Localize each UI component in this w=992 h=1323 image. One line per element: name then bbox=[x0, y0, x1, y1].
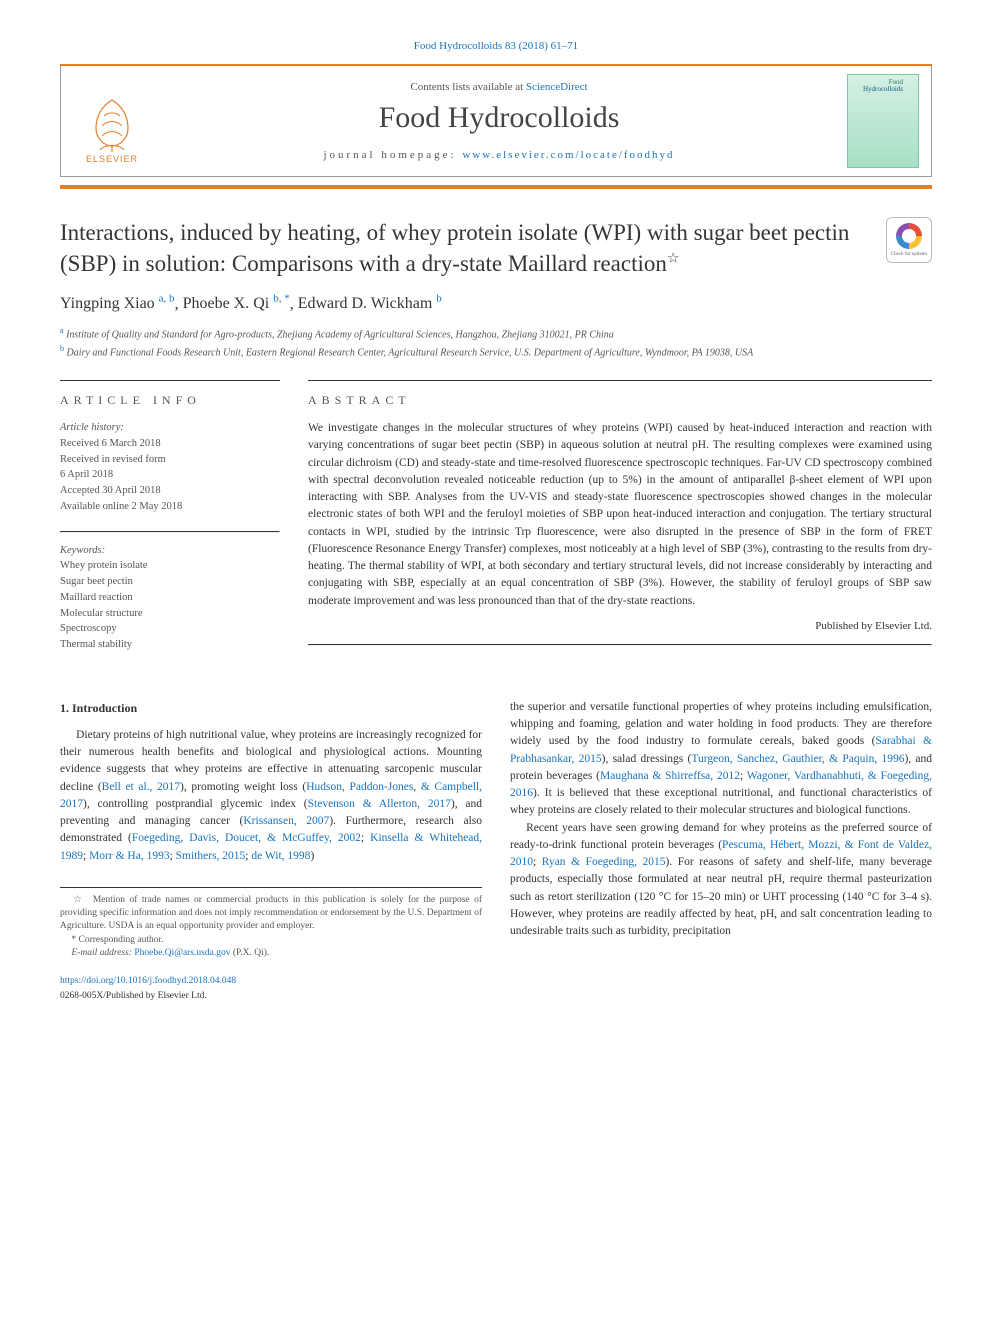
affiliations: a Institute of Quality and Standard for … bbox=[60, 325, 932, 360]
cite-ryan-2015[interactable]: Ryan & Foegeding, 2015 bbox=[542, 856, 666, 868]
body-right-column: the superior and versatile functional pr… bbox=[510, 699, 932, 1003]
article-history: Article history: Received 6 March 2018 R… bbox=[60, 420, 280, 515]
footnotes: ☆ Mention of trade names or commercial p… bbox=[60, 887, 482, 960]
section-1-heading: 1. Introduction bbox=[60, 699, 482, 717]
footnote-star-text: Mention of trade names or commercial pro… bbox=[60, 895, 482, 932]
abstract-column: ABSTRACT We investigate changes in the m… bbox=[308, 380, 932, 669]
cite-bell-2017[interactable]: Bell et al., 2017 bbox=[102, 781, 180, 793]
cite-smithers-2015[interactable]: Smithers, 2015 bbox=[176, 850, 246, 862]
cite-turgeon-1996[interactable]: Turgeon, Sanchez, Gauthier, & Paquin, 19… bbox=[691, 753, 904, 765]
corr-email-link[interactable]: Phoebe.Qi@ars.usda.gov bbox=[134, 948, 230, 958]
abstract-separator bbox=[308, 644, 932, 646]
affiliation-a: Institute of Quality and Standard for Ag… bbox=[66, 330, 614, 341]
contents-line: Contents lists available at ScienceDirec… bbox=[151, 81, 847, 93]
email-after: (P.X. Qi). bbox=[230, 948, 269, 958]
elsevier-tree-icon bbox=[82, 94, 142, 152]
publisher-line: Published by Elsevier Ltd. bbox=[308, 620, 932, 632]
doi-block: https://doi.org/10.1016/j.foodhyd.2018.0… bbox=[60, 974, 482, 1003]
intro-para-1b: the superior and versatile functional pr… bbox=[510, 699, 932, 820]
contents-prefix: Contents lists available at bbox=[410, 81, 525, 93]
article-title: Interactions, induced by heating, of whe… bbox=[60, 217, 870, 279]
cite-dewit-1998[interactable]: de Wit, 1998 bbox=[251, 850, 310, 862]
elsevier-logo: ELSEVIER bbox=[73, 78, 151, 164]
keywords-block: Keywords: Whey protein isolate Sugar bee… bbox=[60, 543, 280, 653]
cite-foegeding-2002[interactable]: Foegeding, Davis, Doucet, & McGuffey, 20… bbox=[132, 832, 361, 844]
author-2: Phoebe X. Qi b, * bbox=[183, 295, 290, 312]
crossmark-label: Check for updates bbox=[891, 252, 927, 257]
cite-stevenson-2017[interactable]: Stevenson & Allerton, 2017 bbox=[308, 798, 451, 810]
homepage-link[interactable]: www.elsevier.com/locate/foodhyd bbox=[462, 149, 674, 161]
sciencedirect-link[interactable]: ScienceDirect bbox=[526, 81, 588, 93]
author-3: Edward D. Wickham b bbox=[298, 295, 442, 312]
cite-krissansen-2007[interactable]: Krissansen, 2007 bbox=[243, 815, 329, 827]
top-citation[interactable]: Food Hydrocolloids 83 (2018) 61–71 bbox=[60, 40, 932, 52]
abstract-label: ABSTRACT bbox=[308, 393, 932, 408]
email-label: E-mail address: bbox=[71, 948, 134, 958]
article-info-label: ARTICLE INFO bbox=[60, 393, 280, 408]
footnote-star: ☆ bbox=[73, 895, 84, 905]
info-separator bbox=[60, 531, 280, 533]
body-columns: 1. Introduction Dietary proteins of high… bbox=[60, 699, 932, 1003]
affiliation-b: Dairy and Functional Foods Research Unit… bbox=[67, 347, 754, 358]
article-info-column: ARTICLE INFO Article history: Received 6… bbox=[60, 380, 280, 669]
cite-maughana-2012[interactable]: Maughana & Shirreffsa, 2012 bbox=[600, 770, 740, 782]
homepage-line: journal homepage: www.elsevier.com/locat… bbox=[151, 149, 847, 161]
journal-header: ELSEVIER Contents lists available at Sci… bbox=[60, 64, 932, 177]
issn-line: 0268-005X/Published by Elsevier Ltd. bbox=[60, 991, 207, 1001]
cite-morr-1993[interactable]: Morr & Ha, 1993 bbox=[89, 850, 170, 862]
journal-name: Food Hydrocolloids bbox=[151, 101, 847, 135]
cover-thumbnail: FoodHydrocolloids bbox=[847, 74, 919, 168]
crossmark-ring-icon bbox=[896, 223, 922, 249]
doi-link[interactable]: https://doi.org/10.1016/j.foodhyd.2018.0… bbox=[60, 976, 236, 986]
authors-line: Yingping Xiao a, b, Phoebe X. Qi b, *, E… bbox=[60, 293, 932, 313]
cover-thumb-title: FoodHydrocolloids bbox=[863, 79, 903, 93]
intro-para-1: Dietary proteins of high nutritional val… bbox=[60, 727, 482, 865]
elsevier-wordmark: ELSEVIER bbox=[86, 154, 138, 164]
accent-bar bbox=[60, 185, 932, 189]
author-1: Yingping Xiao a, b bbox=[60, 295, 175, 312]
title-star: ☆ bbox=[667, 251, 680, 266]
body-left-column: 1. Introduction Dietary proteins of high… bbox=[60, 699, 482, 1003]
crossmark-badge[interactable]: Check for updates bbox=[886, 217, 932, 263]
footnote-corr: * Corresponding author. bbox=[60, 934, 482, 947]
abstract-text: We investigate changes in the molecular … bbox=[308, 420, 932, 610]
intro-para-2: Recent years have seen growing demand fo… bbox=[510, 820, 932, 941]
homepage-prefix: journal homepage: bbox=[323, 149, 462, 161]
